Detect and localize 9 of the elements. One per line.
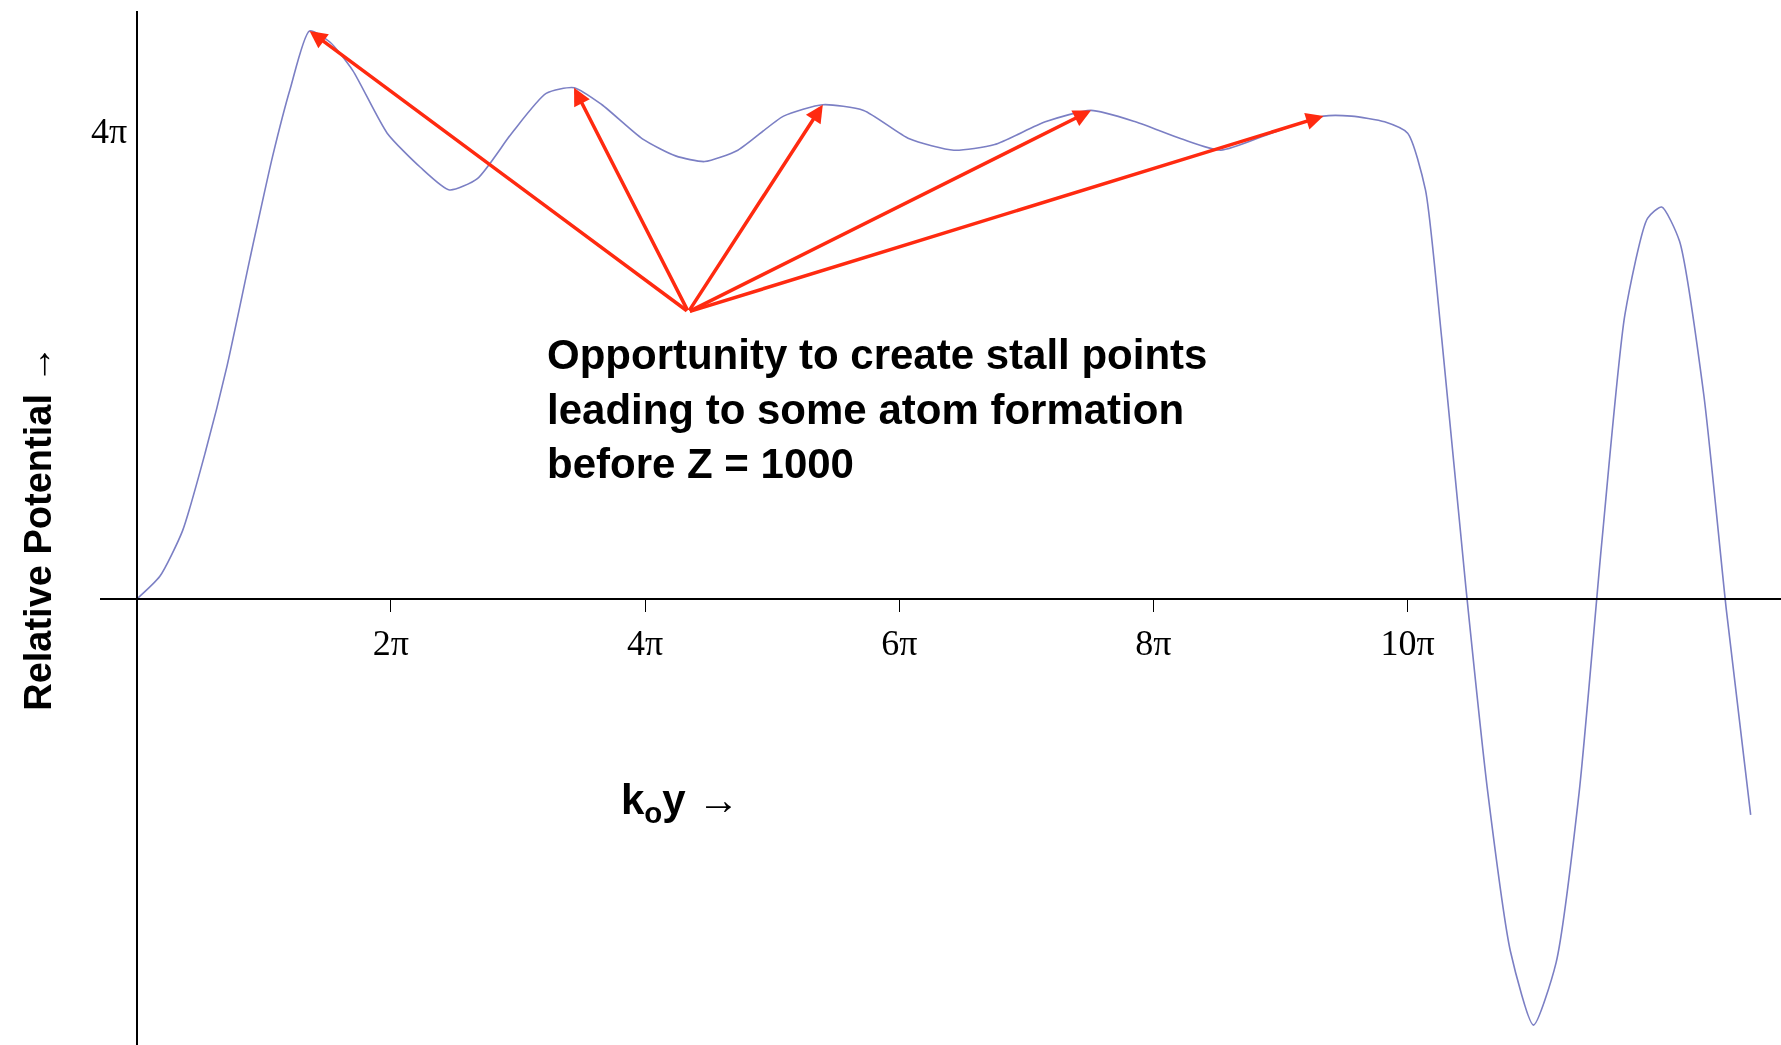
x-tick-label: 6π (881, 622, 918, 663)
x-tick-label: 4π (626, 622, 664, 663)
x-tick-label: 2π (372, 622, 410, 663)
annotation: 4π (91, 111, 128, 151)
y-axis-title: Relative Potential → (16, 345, 59, 711)
annotation: Opportunity to create stall points leading to some atom formation before Z = 1000 (547, 331, 1208, 488)
x-tick-label: 10π (1380, 622, 1435, 663)
x-tick-label: 8π (1135, 622, 1172, 663)
x-axis-title: k$_{o}$y → (621, 776, 740, 829)
